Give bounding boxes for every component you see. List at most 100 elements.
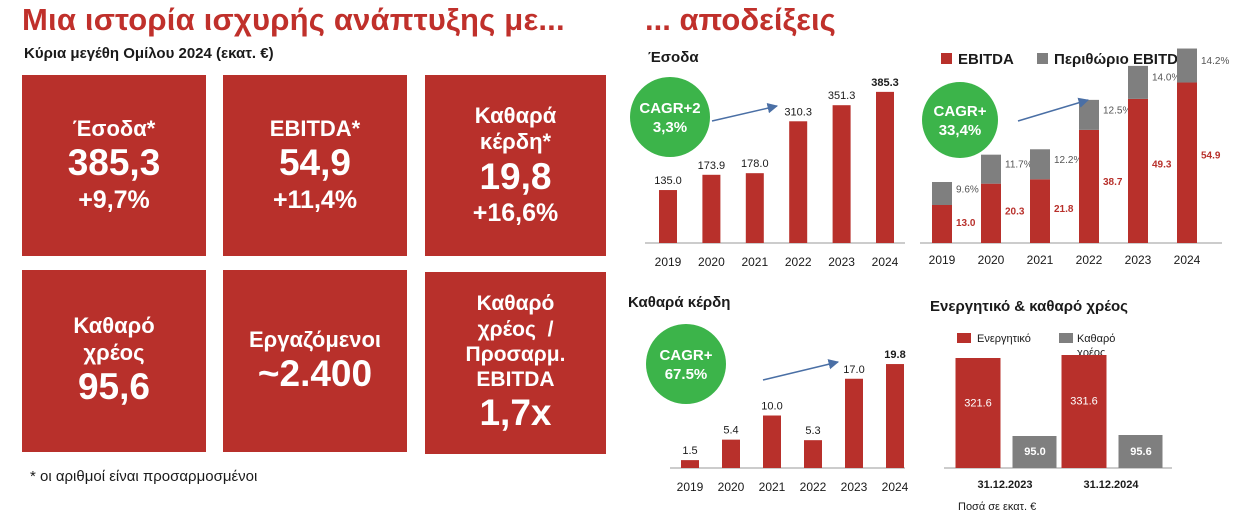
kpi-value: 19,8 <box>479 155 552 197</box>
revenue-chart-title: Έσοδα <box>648 49 699 66</box>
ebitda-legend-label: EBITDA <box>958 51 1014 68</box>
ebitda-tick-label: 2021 <box>1027 253 1054 267</box>
profit-bar <box>804 440 822 468</box>
kpi-tile-ebitda: EBITDA* 54,9 +11,4% <box>223 75 407 256</box>
kpi-change: +16,6% <box>472 199 559 228</box>
profit-tick-label: 2021 <box>759 480 786 494</box>
profit-cagr-line2: 67.5% <box>665 366 708 383</box>
profit-cagr-line1: CAGR+ <box>660 347 713 364</box>
page-title-right: ... αποδείξεις <box>645 2 836 37</box>
assets-data-label: 331.6 <box>1070 396 1098 408</box>
assets-tick-label: 31.12.2023 <box>977 479 1032 491</box>
ebitda-data-label: 20.3 <box>1005 206 1025 217</box>
debt-data-label: 95.0 <box>1024 446 1045 458</box>
assets-legend-label: Ενεργητικό <box>977 333 1031 345</box>
ebitda-data-label: 21.8 <box>1054 204 1074 215</box>
profit-data-label: 17.0 <box>843 364 864 376</box>
profit-bar <box>845 378 863 468</box>
ebitda-bar <box>932 205 952 243</box>
margin-legend-swatch <box>1037 53 1048 64</box>
revenue-bar <box>789 121 808 243</box>
kpi-label: Έσοδα* <box>72 116 156 142</box>
kpi-value: 54,9 <box>278 142 351 184</box>
revenue-cagr-badge <box>630 77 710 157</box>
revenue-bar <box>876 91 894 243</box>
profit-trend-arrow <box>762 359 840 381</box>
ebitda-bar <box>981 183 1001 243</box>
profit-bar <box>681 460 699 468</box>
assets-legend-swatch <box>957 333 971 343</box>
page-title-left: Μια ιστορία ισχυρής ανάπτυξης με... <box>22 2 565 37</box>
kpi-label-line3: Προσαρμ. <box>465 342 566 366</box>
revenue-data-label: 135.0 <box>654 175 682 187</box>
assets-bar <box>1061 355 1107 468</box>
debt-legend-swatch <box>1059 333 1073 343</box>
revenue-data-label: 310.3 <box>784 106 812 118</box>
margin-bar <box>1128 65 1148 99</box>
kpi-change: +11,4% <box>272 185 358 214</box>
revenue-data-label: 178.0 <box>741 158 769 170</box>
ebitda-legend-swatch <box>941 53 952 64</box>
profit-chart-title: Καθαρά κέρδη <box>628 294 730 311</box>
margin-data-label: 12.2% <box>1054 155 1082 166</box>
margin-data-label: 14.2% <box>1201 56 1229 67</box>
debt-legend-label-line1: Καθαρό <box>1077 333 1115 345</box>
kpi-tile-employees: Εργαζόμενοι ~2.400 <box>223 270 407 452</box>
kpi-value: 385,3 <box>67 142 161 184</box>
revenue-bar <box>745 173 764 243</box>
profit-tick-label: 2023 <box>841 480 868 494</box>
kpi-label-line2: κέρδη* <box>479 129 552 155</box>
revenue-data-label: 385.3 <box>871 77 899 89</box>
margin-bar <box>1177 48 1197 83</box>
ebitda-tick-label: 2023 <box>1125 253 1152 267</box>
ebitda-data-label: 49.3 <box>1152 160 1172 171</box>
revenue-tick-label: 2024 <box>872 255 899 269</box>
ebitda-tick-label: 2024 <box>1174 253 1201 267</box>
debt-data-label: 95.6 <box>1130 446 1151 458</box>
revenue-tick-label: 2021 <box>741 255 768 269</box>
kpi-label-line2: χρέος <box>83 339 145 365</box>
kpi-change: +9,7% <box>78 185 150 214</box>
kpi-label-line1: Καθαρό <box>476 292 555 316</box>
kpi-label-line1: Καθαρά <box>474 102 557 128</box>
profit-data-label: 10.0 <box>761 401 782 413</box>
debt-bar <box>1012 436 1057 468</box>
margin-bar <box>1079 99 1099 130</box>
ebitda-tick-label: 2022 <box>1076 253 1103 267</box>
margin-legend-label: Περιθώριο EBITDA <box>1054 51 1189 68</box>
revenue-cagr-line1: CAGR+2 <box>639 100 700 117</box>
profit-data-label: 5.4 <box>723 425 738 437</box>
profit-cagr-badge <box>646 324 726 404</box>
ebitda-tick-label: 2019 <box>929 253 956 267</box>
ebitda-cagr-line2: 33,4% <box>939 122 982 139</box>
kpi-label-line4: EBITDA <box>476 367 555 391</box>
profit-bar <box>763 415 781 468</box>
revenue-bar <box>832 105 851 243</box>
ebitda-bar <box>1128 98 1148 244</box>
revenue-tick-label: 2022 <box>785 255 812 269</box>
profit-tick-label: 2020 <box>718 480 745 494</box>
ebitda-cagr-line1: CAGR+ <box>934 103 987 120</box>
margin-bar <box>1030 149 1050 180</box>
profit-data-label: 5.3 <box>805 425 820 437</box>
debt-bar <box>1118 435 1163 468</box>
ebitda-tick-label: 2020 <box>978 253 1005 267</box>
kpi-label-line1: Καθαρό <box>73 313 155 339</box>
profit-data-label: 1.5 <box>682 445 697 457</box>
profit-tick-label: 2019 <box>677 480 704 494</box>
profit-tick-label: 2022 <box>800 480 827 494</box>
revenue-data-label: 173.9 <box>698 160 726 172</box>
assets-bar <box>955 358 1001 468</box>
kpi-label-line2: χρέος / <box>477 317 554 341</box>
margin-data-label: 9.6% <box>956 184 979 195</box>
assets-tick-label: 31.12.2024 <box>1083 479 1139 491</box>
page-subtitle: Κύρια μεγέθη Ομίλου 2024 (εκατ. €) <box>24 45 274 62</box>
ebitda-bar <box>1177 82 1197 244</box>
kpi-value: 1,7x <box>479 392 552 434</box>
ebitda-data-label: 38.7 <box>1103 177 1123 188</box>
ebitda-trend-arrow <box>1017 97 1090 122</box>
profit-bar <box>886 364 904 468</box>
revenue-cagr-line2: 3,3% <box>653 119 687 136</box>
ebitda-bar <box>1030 179 1050 243</box>
